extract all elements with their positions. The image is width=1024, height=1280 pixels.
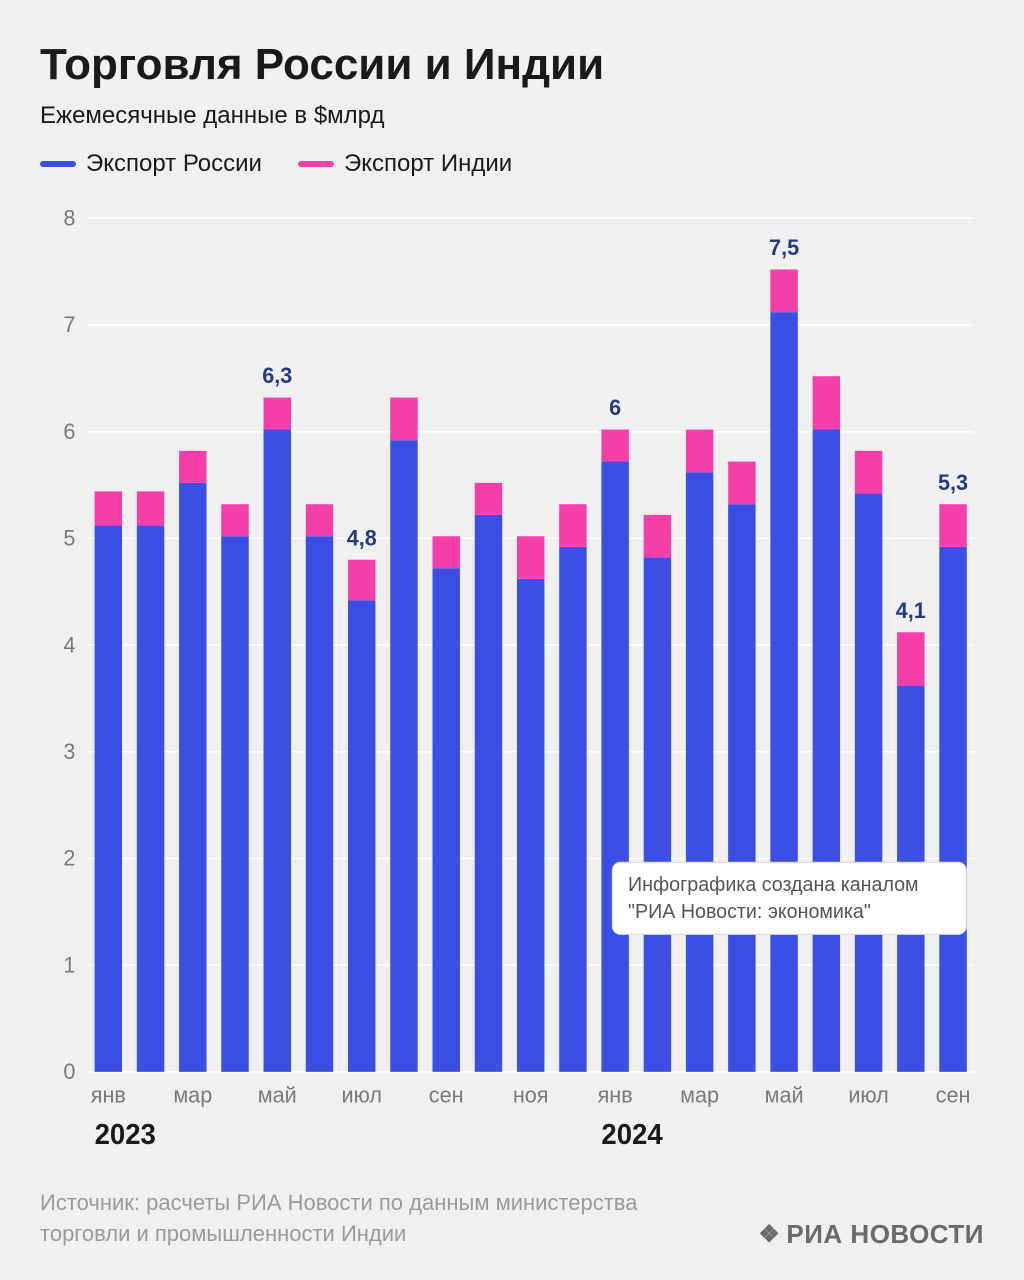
svg-text:6: 6	[63, 418, 75, 444]
bar-series1	[179, 483, 206, 1072]
plot: 0 1 2 3 4 5 6 7 8 6,3 4,8 6 7,5 4,1 5,3 янв мар май июл сен…	[40, 208, 984, 1164]
bar-series1	[475, 515, 502, 1072]
xtick-label: сен	[429, 1082, 464, 1108]
bar-series2	[686, 430, 713, 473]
svg-text:4: 4	[63, 632, 75, 658]
bar-series2	[517, 536, 544, 579]
bar-series2	[813, 376, 840, 429]
attribution-line2: "РИА Новости: экономика"	[628, 900, 871, 922]
xtick-label: мар	[680, 1082, 719, 1108]
svg-text:3: 3	[63, 739, 75, 765]
bar-series1	[264, 430, 291, 1072]
svg-text:7: 7	[63, 312, 75, 338]
svg-text:8: 8	[63, 208, 75, 231]
xtick-label: янв	[91, 1082, 126, 1108]
bar-series2	[264, 398, 291, 430]
bar-series1	[601, 462, 628, 1072]
bar-series2	[306, 504, 333, 536]
bar-series2	[601, 430, 628, 462]
value-label: 4,8	[347, 525, 377, 551]
bar-series1	[95, 526, 122, 1072]
page-subtitle: Ежемесячные данные в $млрд	[40, 102, 984, 130]
bar-series2	[728, 462, 755, 505]
bar-series2	[348, 560, 375, 601]
bar-series1	[137, 526, 164, 1072]
bar-series1	[686, 472, 713, 1072]
legend: Экспорт России Экспорт Индии	[40, 150, 984, 178]
page-title: Торговля России и Индии	[40, 40, 984, 90]
bar-series1	[728, 504, 755, 1072]
source-text: Источник: расчеты РИА Новости по данным …	[40, 1188, 680, 1250]
value-label: 5,3	[938, 469, 968, 495]
svg-text:0: 0	[63, 1059, 75, 1085]
value-label: 6,3	[262, 363, 292, 389]
bar-series2	[95, 491, 122, 525]
xtick-label: ноя	[513, 1082, 549, 1108]
bar-series2	[770, 269, 797, 312]
value-label: 7,5	[769, 235, 799, 261]
footer: Источник: расчеты РИА Новости по данным …	[40, 1188, 984, 1250]
bar-series1	[813, 430, 840, 1072]
logo-text: РИА НОВОСТИ	[786, 1219, 984, 1250]
svg-text:2: 2	[63, 845, 75, 871]
logo: ❖ РИА НОВОСТИ	[758, 1219, 984, 1250]
bar-series2	[137, 491, 164, 525]
svg-text:5: 5	[63, 525, 75, 551]
bar-series1	[306, 536, 333, 1072]
xtick-label: июл	[848, 1082, 888, 1108]
bar-series1	[221, 536, 248, 1072]
value-label: 6	[609, 395, 621, 421]
legend-item-series1: Экспорт России	[40, 150, 262, 178]
legend-swatch-series1	[40, 161, 76, 167]
legend-item-series2: Экспорт Индии	[298, 150, 512, 178]
bar-series2	[179, 451, 206, 483]
year-label: 2024	[601, 1117, 663, 1150]
bar-series2	[432, 536, 459, 568]
value-label: 4,1	[896, 597, 926, 623]
xtick-label: мар	[173, 1082, 212, 1108]
legend-label-series1: Экспорт России	[86, 150, 262, 178]
attribution-line1: Инфографика создана каналом	[628, 874, 919, 896]
xtick-label: янв	[598, 1082, 633, 1108]
year-label: 2023	[95, 1117, 156, 1150]
bar-series2	[559, 504, 586, 547]
xtick-label: июл	[342, 1082, 382, 1108]
bar-series1	[390, 440, 417, 1072]
bar-series1	[432, 568, 459, 1072]
bar-series2	[939, 504, 966, 547]
bar-series2	[390, 398, 417, 441]
xtick-label: май	[765, 1082, 804, 1108]
bar-series2	[897, 632, 924, 685]
bar-series1	[939, 547, 966, 1072]
bar-series1	[770, 312, 797, 1072]
svg-text:1: 1	[63, 952, 75, 978]
logo-mark-icon: ❖	[758, 1220, 780, 1249]
bar-series1	[644, 558, 671, 1072]
chart-svg: 0 1 2 3 4 5 6 7 8 6,3 4,8 6 7,5 4,1 5,3 янв мар май июл сен…	[40, 208, 984, 1164]
bar-series1	[517, 579, 544, 1072]
bar-series1	[348, 600, 375, 1072]
legend-swatch-series2	[298, 161, 334, 167]
bar-series1	[855, 494, 882, 1072]
bar-series2	[475, 483, 502, 515]
chart-area: 0 1 2 3 4 5 6 7 8 6,3 4,8 6 7,5 4,1 5,3 янв мар май июл сен…	[40, 208, 984, 1164]
legend-label-series2: Экспорт Индии	[344, 150, 512, 178]
bar-series1	[559, 547, 586, 1072]
bar-series2	[221, 504, 248, 536]
xtick-label: сен	[936, 1082, 971, 1108]
bar-series2	[855, 451, 882, 494]
bar-series2	[644, 515, 671, 558]
xtick-label: май	[258, 1082, 297, 1108]
